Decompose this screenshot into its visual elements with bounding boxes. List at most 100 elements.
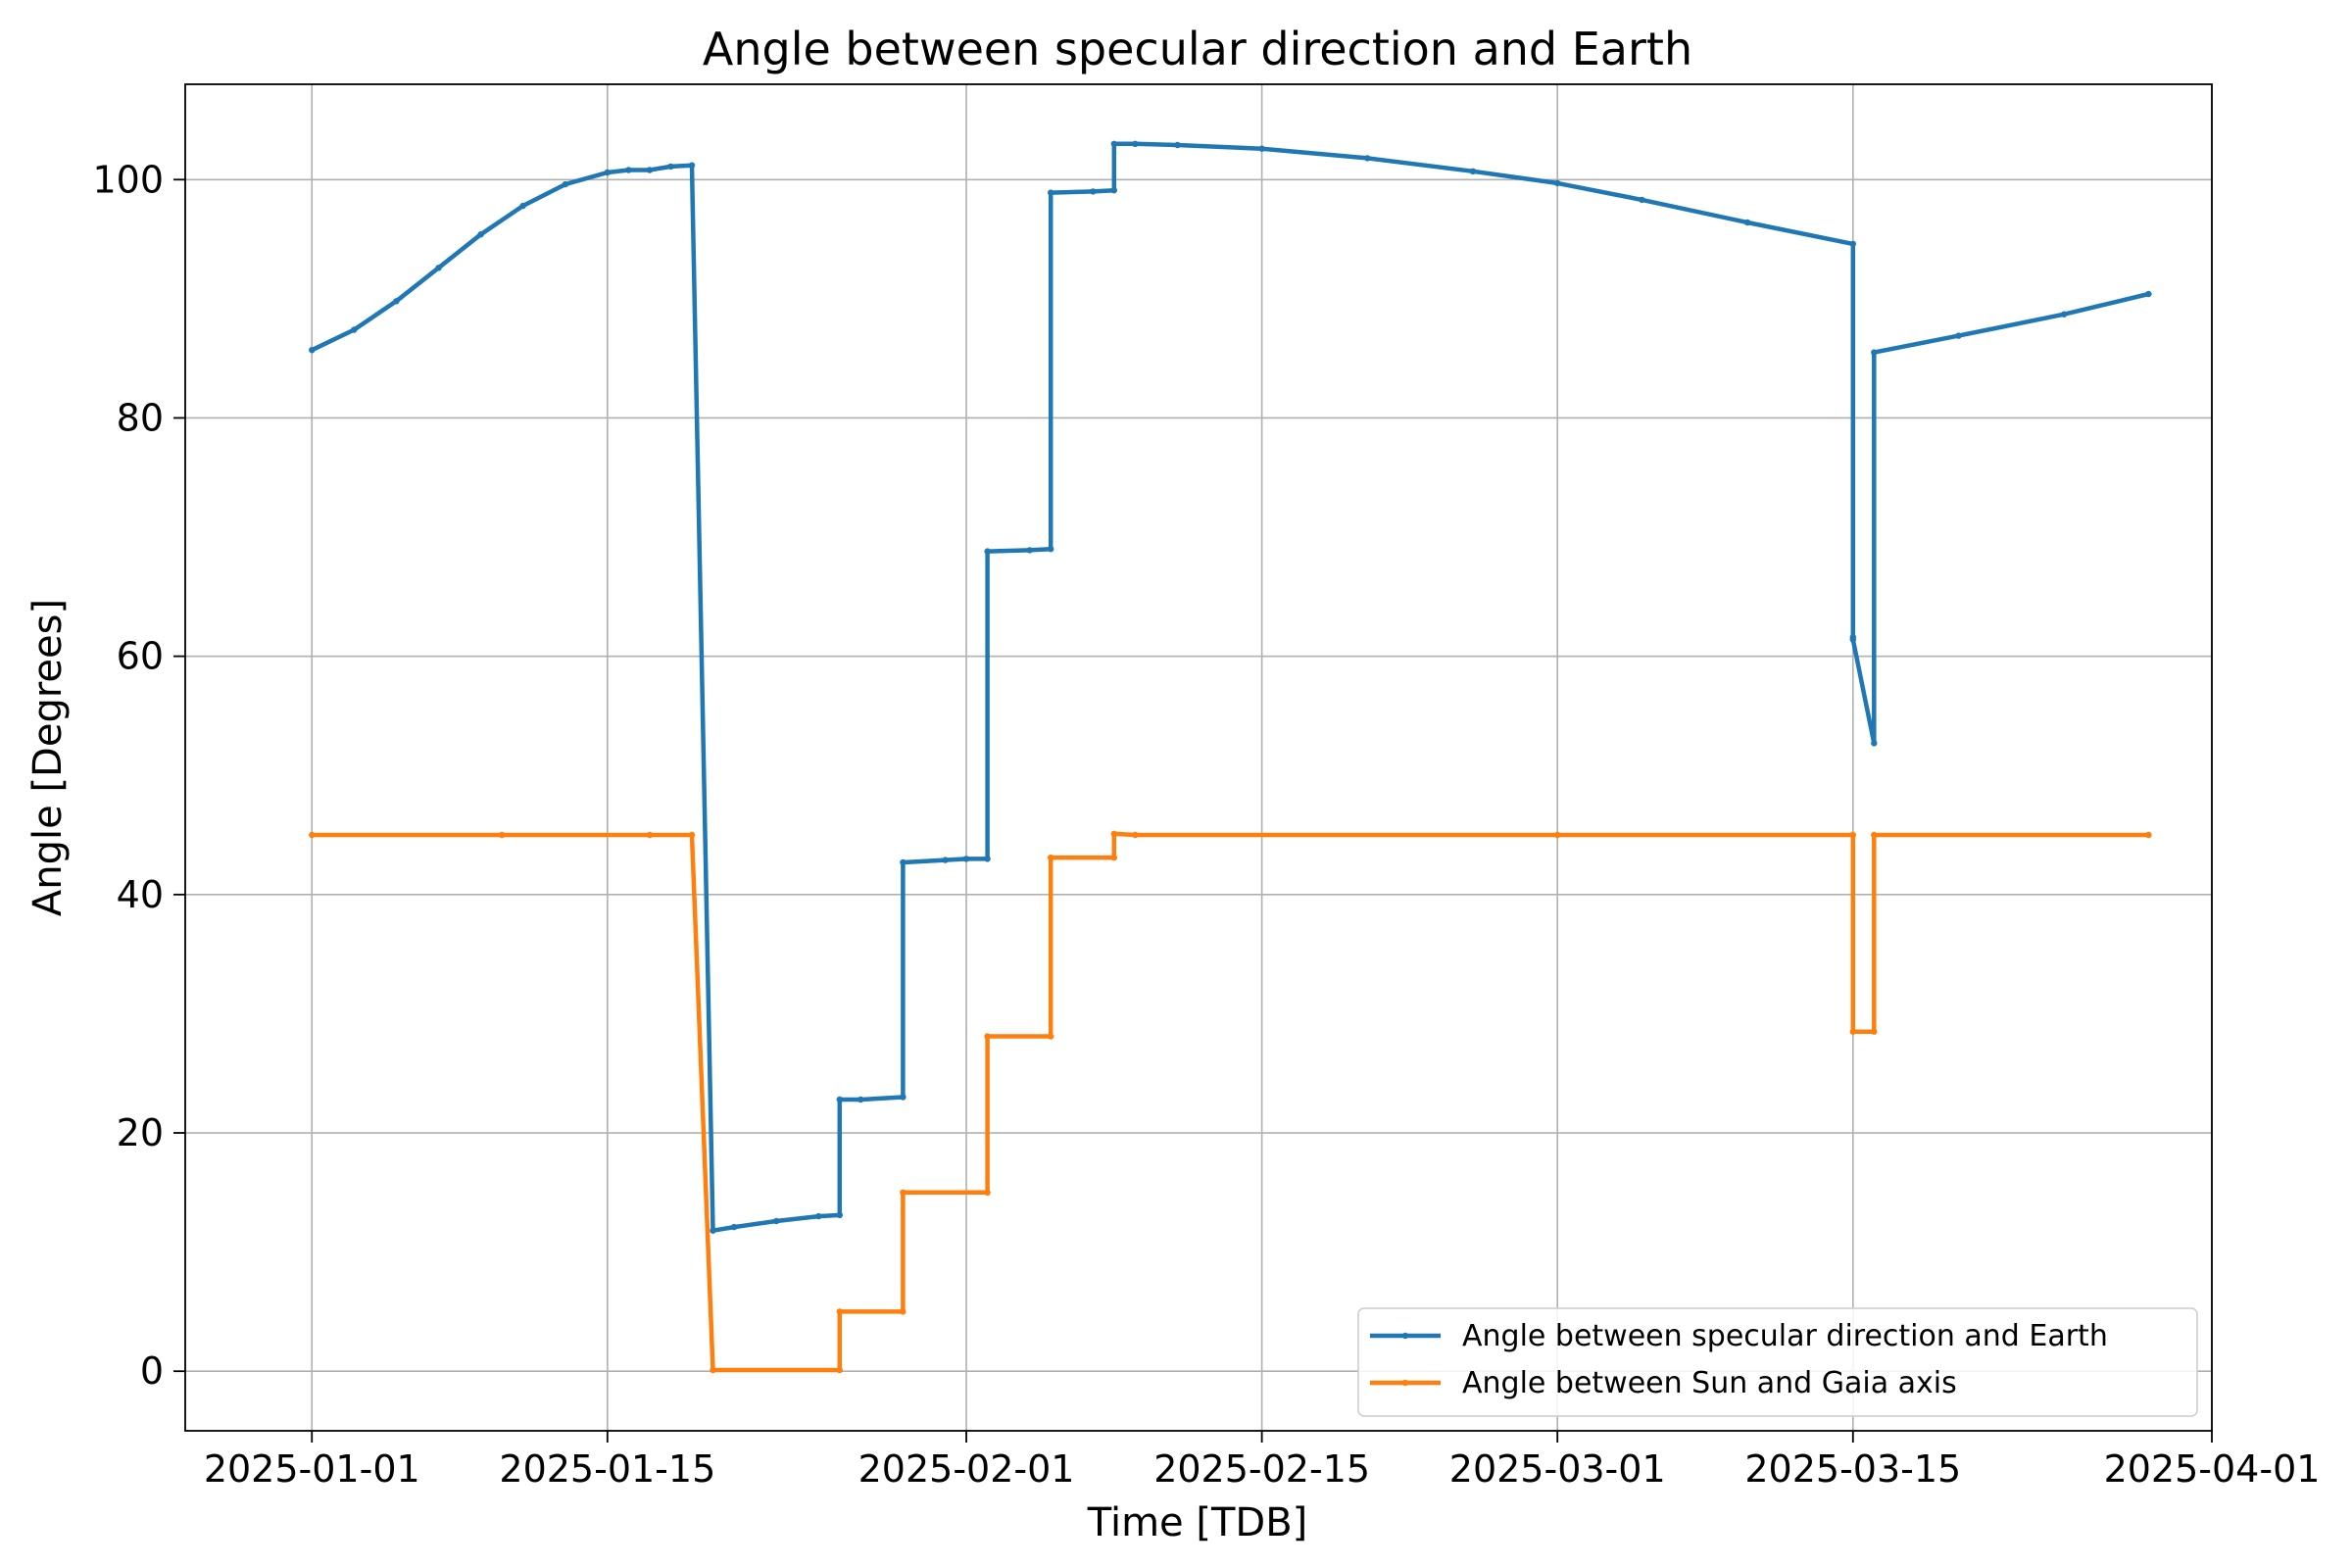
x-tick-label: 2025-02-15 bbox=[1153, 1447, 1370, 1491]
data-point bbox=[477, 231, 484, 238]
data-point bbox=[836, 1211, 843, 1219]
plot-frame bbox=[184, 83, 2213, 1432]
data-point bbox=[435, 265, 442, 271]
x-tick-label: 2025-01-15 bbox=[499, 1447, 715, 1491]
data-point bbox=[1871, 1028, 1878, 1035]
data-point bbox=[900, 858, 906, 866]
legend: Angle between specular direction and Ear… bbox=[1357, 1307, 2198, 1417]
data-point bbox=[858, 1096, 864, 1103]
data-point bbox=[1110, 854, 1118, 861]
data-point bbox=[900, 1094, 906, 1101]
y-axis-label: Angle [Degrees] bbox=[25, 599, 71, 916]
data-point bbox=[1110, 830, 1118, 837]
data-point bbox=[604, 169, 611, 176]
series-line bbox=[310, 141, 2151, 1233]
data-point bbox=[1871, 740, 1878, 747]
series-line bbox=[310, 831, 2151, 1373]
data-point bbox=[710, 1366, 716, 1374]
data-point bbox=[667, 163, 674, 171]
data-point bbox=[984, 548, 991, 555]
legend-label: Angle between specular direction and Ear… bbox=[1462, 1319, 2108, 1353]
data-point bbox=[1849, 240, 1857, 248]
data-point bbox=[1132, 140, 1139, 147]
data-point bbox=[393, 298, 400, 305]
data-point bbox=[1849, 636, 1857, 643]
x-axis-label: Time [TDB] bbox=[1087, 1500, 1308, 1545]
data-point bbox=[1048, 189, 1054, 196]
data-point bbox=[351, 326, 358, 333]
y-axis: 0 20 40 60 80 100 bbox=[92, 158, 185, 1393]
data-point bbox=[984, 856, 991, 862]
data-point bbox=[2145, 290, 2152, 298]
y-tick-label: 100 bbox=[92, 158, 164, 201]
data-point bbox=[1469, 168, 1477, 174]
x-axis: 2025-01-01 2025-01-15 2025-02-01 2025-02-15… bbox=[204, 1431, 2321, 1491]
grid bbox=[185, 84, 2213, 1431]
data-point bbox=[1639, 196, 1645, 204]
data-point bbox=[984, 1033, 991, 1040]
y-tick-label: 0 bbox=[140, 1349, 164, 1393]
data-point bbox=[815, 1212, 822, 1220]
data-point bbox=[1554, 831, 1561, 839]
data-point bbox=[836, 1096, 843, 1103]
data-point bbox=[1743, 219, 1751, 226]
data-point bbox=[900, 1189, 906, 1197]
data-point bbox=[984, 1189, 991, 1197]
legend-marker bbox=[1401, 1332, 1409, 1340]
data-point bbox=[562, 180, 568, 188]
y-tick-label: 60 bbox=[117, 635, 164, 678]
data-point bbox=[1110, 187, 1118, 194]
data-point bbox=[498, 831, 506, 839]
legend-marker bbox=[1401, 1379, 1409, 1387]
data-point bbox=[773, 1217, 780, 1225]
x-tick-label: 2025-04-01 bbox=[2104, 1447, 2321, 1491]
data-point bbox=[2061, 311, 2068, 318]
x-tick-label: 2025-02-01 bbox=[858, 1447, 1075, 1491]
data-point bbox=[900, 1308, 906, 1315]
data-point bbox=[1174, 141, 1181, 149]
x-tick-label: 2025-03-15 bbox=[1744, 1447, 1961, 1491]
chart-title: Angle between specular direction and Ear… bbox=[703, 23, 1692, 75]
data-point bbox=[646, 167, 654, 173]
data-point bbox=[962, 856, 970, 862]
data-point bbox=[309, 347, 316, 354]
data-point bbox=[730, 1223, 738, 1231]
x-tick-label: 2025-03-01 bbox=[1449, 1447, 1666, 1491]
data-point bbox=[1026, 547, 1033, 554]
data-point bbox=[836, 1366, 843, 1374]
series-1 bbox=[309, 140, 2152, 1234]
data-point bbox=[836, 1308, 843, 1315]
data-point bbox=[1048, 1033, 1054, 1040]
data-point bbox=[2145, 831, 2152, 839]
data-point bbox=[1849, 1028, 1857, 1035]
data-point bbox=[1258, 145, 1265, 152]
y-tick-label: 40 bbox=[117, 873, 164, 916]
series-2 bbox=[309, 830, 2152, 1374]
data-point bbox=[1871, 349, 1878, 356]
data-point bbox=[942, 857, 949, 863]
data-point bbox=[1110, 140, 1118, 147]
data-point bbox=[1132, 831, 1139, 839]
data-point bbox=[688, 162, 696, 169]
data-point bbox=[646, 831, 654, 839]
legend-label: Angle between Sun and Gaia axis bbox=[1462, 1366, 1957, 1400]
data-point bbox=[1849, 831, 1857, 839]
legend-box bbox=[1357, 1307, 2198, 1417]
series-layer bbox=[309, 140, 2152, 1374]
x-tick-label: 2025-01-01 bbox=[204, 1447, 420, 1491]
data-point bbox=[309, 831, 316, 839]
data-point bbox=[688, 831, 696, 839]
data-point bbox=[1955, 332, 1962, 339]
data-point bbox=[1090, 188, 1097, 195]
data-point bbox=[1364, 155, 1371, 162]
data-point bbox=[625, 167, 632, 173]
data-point bbox=[710, 1227, 716, 1234]
data-point bbox=[1048, 546, 1054, 553]
y-tick-label: 20 bbox=[117, 1111, 164, 1154]
y-tick-label: 80 bbox=[117, 396, 164, 439]
data-point bbox=[1554, 179, 1561, 187]
data-point bbox=[519, 202, 526, 210]
data-point bbox=[1871, 831, 1878, 839]
data-point bbox=[1048, 854, 1054, 861]
